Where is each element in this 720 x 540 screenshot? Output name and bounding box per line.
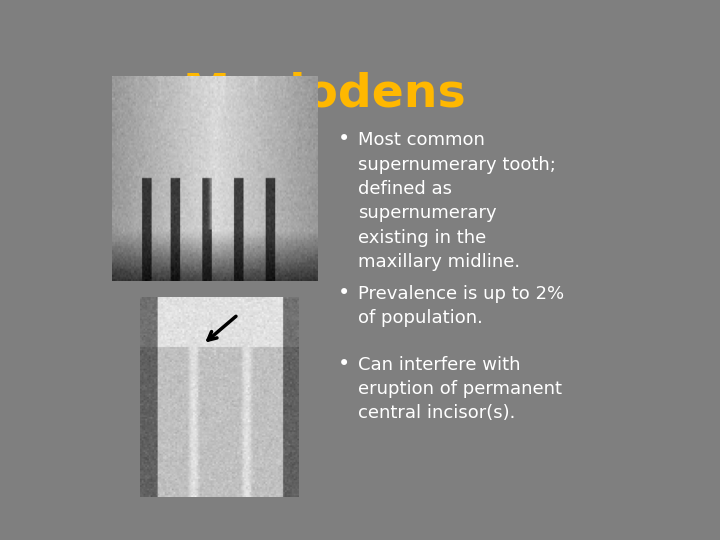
Text: Prevalence is up to 2%
of population.: Prevalence is up to 2% of population. (358, 285, 564, 327)
Text: Most common
supernumerary tooth;
defined as
supernumerary
existing in the
maxill: Most common supernumerary tooth; defined… (358, 131, 556, 271)
Text: Mesiodens: Mesiodens (182, 71, 467, 117)
Text: •: • (338, 354, 351, 374)
Text: Can interfere with
eruption of permanent
central incisor(s).: Can interfere with eruption of permanent… (358, 356, 562, 422)
Text: •: • (338, 283, 351, 303)
Text: •: • (338, 129, 351, 149)
